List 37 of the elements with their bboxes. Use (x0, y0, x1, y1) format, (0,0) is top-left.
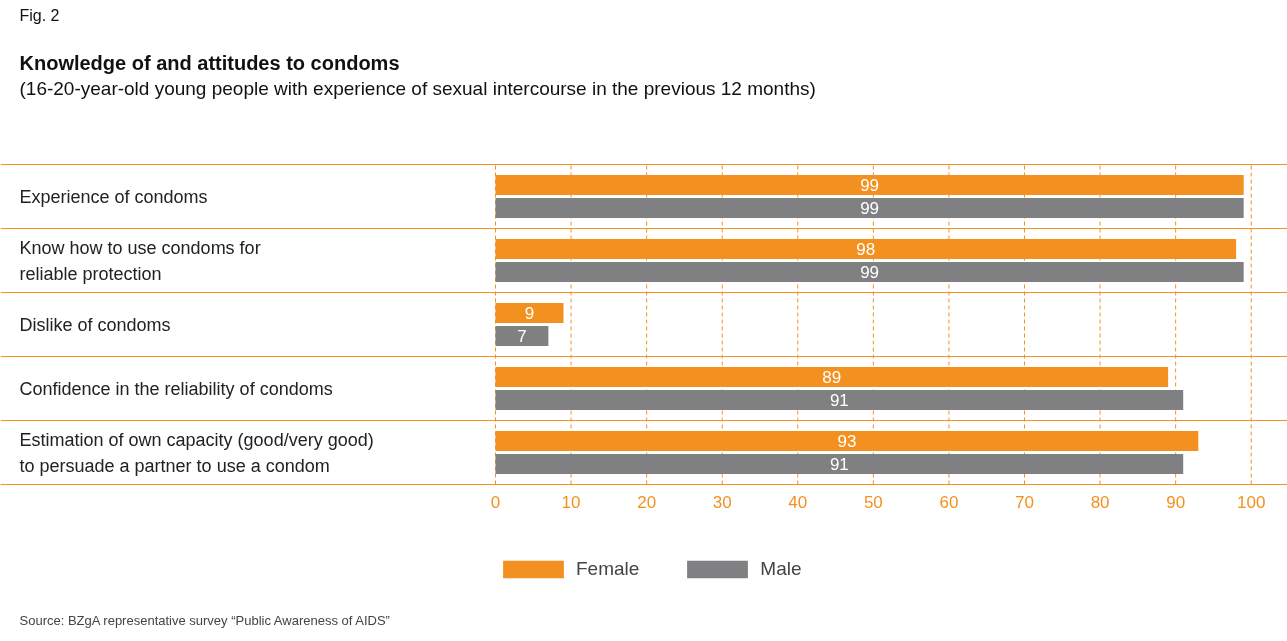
source-note: Source: BZgA representative survey “Public Awareness of AIDS” (19, 613, 390, 628)
x-tick-label: 80 (1090, 492, 1110, 512)
data-label: 99 (860, 199, 880, 219)
data-label: 99 (860, 175, 880, 195)
data-label: 91 (829, 391, 849, 411)
x-tick-label: 40 (788, 492, 808, 512)
data-label: 99 (860, 263, 880, 283)
bar (495, 454, 1184, 474)
caption: Fig. 2 (19, 7, 60, 24)
x-tick-label: 100 (1237, 492, 1266, 512)
y-tick-label: Estimation of own capacity (good/very good) to persuade a partner to use a condom (19, 429, 374, 476)
x-tick-label: 70 (1015, 492, 1034, 512)
y-tick-label: Confidence in the reliability of condoms (19, 378, 333, 399)
y-tick-label: Know how to use condoms for reliable protection (19, 237, 261, 284)
legend-label: Male (760, 558, 802, 580)
bar (495, 326, 549, 346)
data-label: 7 (517, 327, 527, 347)
chart-subtitle: (16-20-year-old young people with experience of sexual intercourse in the previous 12 months) (19, 78, 816, 99)
y-tick-label: Dislike of condoms (19, 314, 171, 335)
y-tick-label: Experience of condoms (19, 186, 208, 207)
data-label: 9 (524, 303, 535, 323)
x-tick-label: 0 (490, 492, 501, 512)
text: Knowledge of and attitudes to condoms (19, 51, 400, 74)
x-tick-label: 30 (712, 492, 732, 512)
data-label: 93 (837, 431, 857, 451)
data-label: 89 (822, 367, 842, 387)
bar (495, 390, 1184, 410)
x-tick-label: 10 (561, 492, 581, 512)
data-label: 98 (856, 239, 876, 259)
data-label: 91 (829, 455, 849, 475)
x-tick-label: 60 (939, 492, 959, 512)
legend-label: Female (576, 558, 640, 580)
x-tick-label: 50 (863, 492, 883, 512)
x-tick-label: 20 (637, 492, 657, 512)
x-tick-label: 90 (1166, 492, 1186, 512)
bar (495, 262, 1244, 282)
bar (495, 198, 1244, 218)
